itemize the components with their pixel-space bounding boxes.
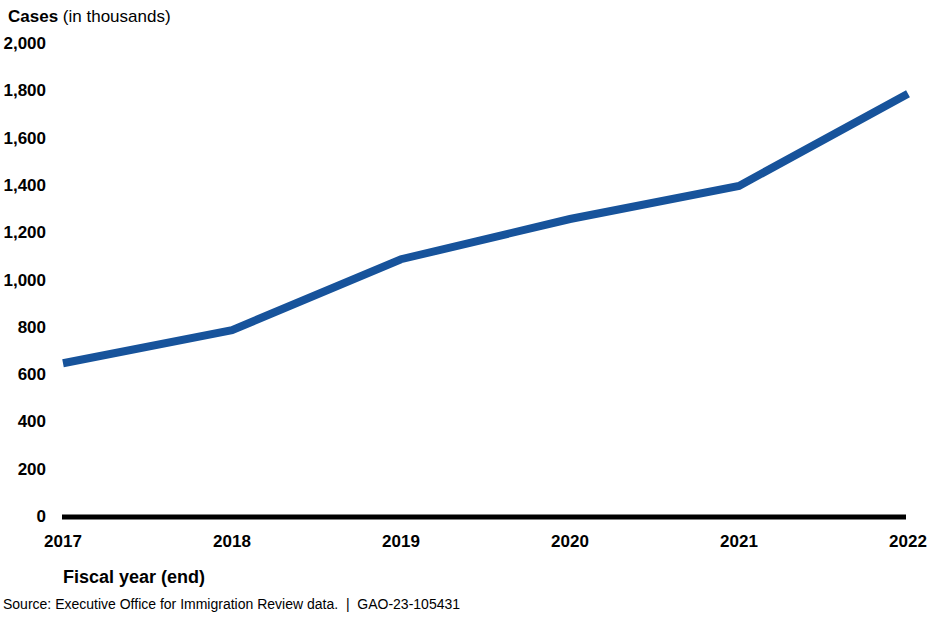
x-axis-title: Fiscal year (end) [63, 566, 205, 588]
cases-trend-line [63, 94, 908, 364]
x-axis-tick-label: 2020 [538, 531, 602, 553]
y-axis-tick-label: 2,000 [0, 33, 46, 55]
x-axis-tick-label: 2021 [707, 531, 771, 553]
x-axis-tick-label: 2018 [200, 531, 264, 553]
y-axis-tick-label: 1,600 [0, 128, 46, 150]
y-axis-tick-label: 1,000 [0, 270, 46, 292]
y-axis-tick-label: 0 [0, 506, 46, 528]
y-axis-tick-label: 600 [0, 364, 46, 386]
chart-canvas [0, 0, 945, 619]
y-axis-tick-label: 1,200 [0, 222, 46, 244]
line-chart-figure: Cases (in thousands) 02004006008001,0001… [0, 0, 945, 619]
x-axis-tick-label: 2019 [369, 531, 433, 553]
y-axis-tick-label: 400 [0, 411, 46, 433]
x-axis-tick-label: 2022 [876, 531, 940, 553]
source-note: Source: Executive Office for Immigration… [3, 595, 460, 613]
x-axis-tick-label: 2017 [31, 531, 95, 553]
y-axis-tick-label: 1,800 [0, 80, 46, 102]
y-axis-tick-label: 200 [0, 459, 46, 481]
y-axis-tick-label: 1,400 [0, 175, 46, 197]
y-axis-tick-label: 800 [0, 317, 46, 339]
